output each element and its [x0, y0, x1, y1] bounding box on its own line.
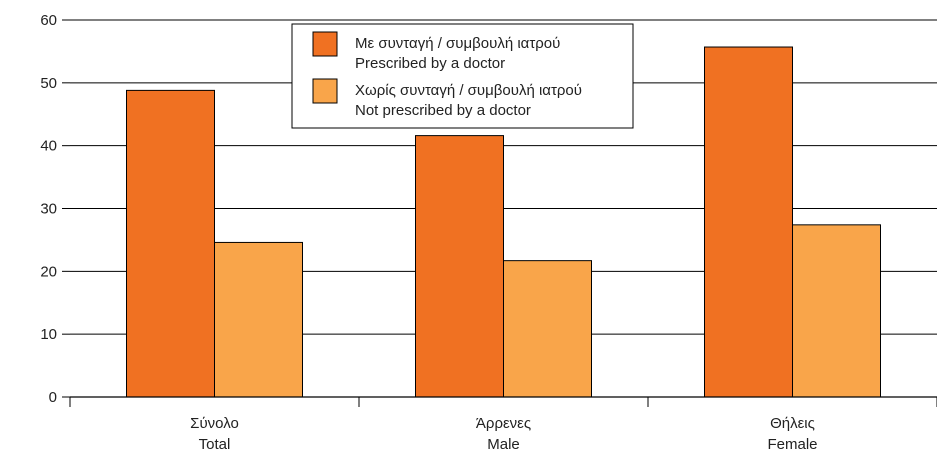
legend-label-not-prescribed-english: Not prescribed by a doctor [355, 102, 531, 119]
x-category-label-secondary: Total [199, 436, 231, 453]
legend-label-prescribed-greek: Με συνταγή / συμβουλή ιατρού [355, 35, 560, 52]
x-category-label-secondary: Male [487, 436, 520, 453]
y-tick-label: 10 [40, 326, 57, 343]
bar-not-prescribed-2 [792, 224, 881, 398]
legend-box [291, 23, 634, 129]
legend-label-prescribed-english: Prescribed by a doctor [355, 55, 505, 72]
y-tick-label: 50 [40, 75, 57, 92]
legend: Με συνταγή / συμβουλή ιατρού Prescribed … [291, 23, 634, 129]
x-category-label-primary: Σύνολο [190, 415, 239, 432]
x-category-label-primary: Θήλεις [770, 415, 815, 432]
y-tick-label: 20 [40, 263, 57, 280]
x-category-label-primary: Άρρενες [476, 415, 531, 432]
bar-not-prescribed-1 [503, 260, 592, 398]
bars [126, 46, 881, 398]
y-tick-label: 60 [40, 12, 57, 29]
legend-swatch-not-prescribed [312, 78, 338, 104]
y-axis-ticks: 0 10 20 30 40 50 60 [40, 12, 70, 406]
bar-prescribed-1 [415, 135, 504, 398]
legend-label-not-prescribed-greek: Χωρίς συνταγή / συμβουλή ιατρού [355, 82, 582, 99]
y-tick-label: 30 [40, 201, 57, 218]
y-tick-label: 0 [49, 389, 57, 406]
legend-swatch-prescribed [312, 31, 338, 57]
bar-prescribed-2 [704, 46, 793, 398]
x-axis-ticks: Σύνολο Total Άρρενες Male Θήλεις Female [69, 397, 937, 453]
bar-prescribed-0 [126, 89, 215, 398]
x-category-label-secondary: Female [767, 436, 817, 453]
y-tick-label: 40 [40, 138, 57, 155]
bar-not-prescribed-0 [214, 241, 303, 398]
